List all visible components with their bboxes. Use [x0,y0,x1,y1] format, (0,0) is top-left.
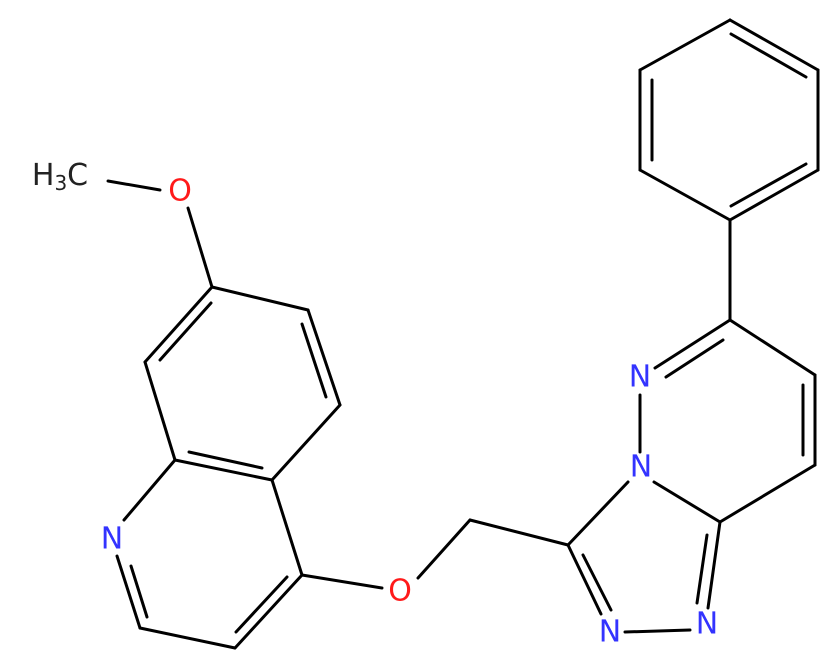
bonds [106,18,820,650]
methyl-h: H [32,158,55,193]
methyl-label: H3C [32,158,88,196]
pyridazine-nitrogen: N [629,360,651,395]
triazole-nitrogen: N [696,607,718,642]
methyl-c: C [67,158,88,193]
methyl-subscript: 3 [54,171,67,195]
bridgehead-nitrogen: N [630,450,652,485]
ether-oxygen: O [388,574,412,609]
methoxy-oxygen: O [168,174,192,209]
triazole-nitrogen: N [599,615,621,650]
quinoline-nitrogen: N [101,522,123,557]
atom-labels: H3C O N O N N N N [32,158,718,650]
